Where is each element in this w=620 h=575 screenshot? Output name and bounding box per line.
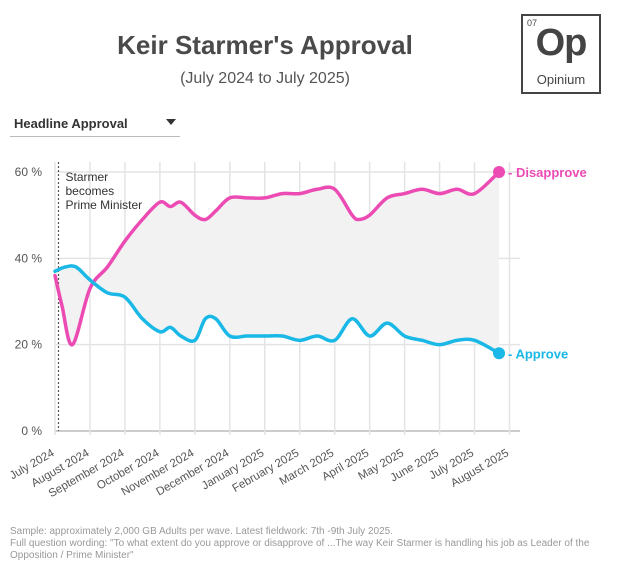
- view-select-dropdown[interactable]: Headline Approval: [10, 112, 180, 137]
- chart-title: Keir Starmer's Approval: [117, 30, 413, 60]
- y-tick-label: 0 %: [21, 424, 42, 438]
- disapprove-series-label: - Disapprove: [508, 165, 587, 180]
- annotation-text: Starmer: [65, 170, 108, 184]
- gap-shaded-band: [55, 172, 500, 354]
- approve-end-point: [493, 347, 506, 360]
- logo-name: Opinium: [536, 72, 586, 87]
- footer-sample-note: Sample: approximately 2,000 GB Adults pe…: [10, 526, 393, 537]
- disapprove-line: [53, 170, 501, 347]
- caret-down-icon: [166, 119, 176, 125]
- approve-series-label: - Approve: [508, 346, 568, 361]
- annotation-text: Prime Minister: [65, 198, 142, 212]
- opinium-logo: 07 Op Opinium: [521, 14, 601, 94]
- y-tick-label: 20 %: [15, 338, 43, 352]
- y-tick-label: 40 %: [15, 251, 43, 265]
- footer-question-wording: Full question wording: "To what extent d…: [10, 538, 590, 561]
- logo-number: 07: [527, 18, 538, 28]
- y-tick-label: 60 %: [15, 165, 43, 179]
- footer-notes: Sample: approximately 2,000 GB Adults pe…: [10, 526, 615, 562]
- chart-subtitle: (July 2024 to July 2025): [180, 70, 350, 87]
- logo-symbol: Op: [535, 22, 588, 64]
- dropdown-selected-label: Headline Approval: [14, 116, 128, 131]
- disapprove-end-point: [493, 166, 506, 178]
- annotation-text: becomes: [65, 184, 114, 198]
- approve-line: [53, 264, 501, 356]
